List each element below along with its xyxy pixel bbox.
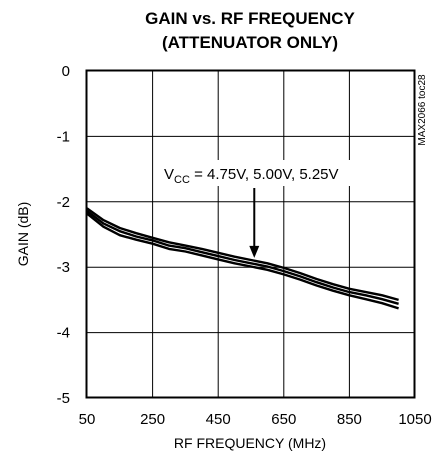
y-tick-label: -5 <box>57 390 70 407</box>
series-line-1 <box>86 207 399 302</box>
annotation-prefix: V <box>164 166 174 183</box>
y-tick-label: -1 <box>57 128 70 145</box>
x-tick-label: 1050 <box>398 411 431 428</box>
x-tick-label: 50 <box>79 411 96 428</box>
y-axis-label: GAIN (dB) <box>15 202 31 267</box>
series-line-2 <box>86 210 399 305</box>
chart-title-line-1: GAIN vs. RF FREQUENCY <box>145 9 355 28</box>
x-axis-label: RF FREQUENCY (MHz) <box>174 435 326 451</box>
vcc-annotation: VCC = 4.75V, 5.00V, 5.25V <box>160 160 372 258</box>
y-tick-label: -3 <box>57 259 70 276</box>
figure-id-label: MAX2066 toc28 <box>417 74 428 146</box>
y-tick-labels: 0 -1 -2 -3 -4 -5 <box>57 63 70 407</box>
annotation-values: = 4.75V, 5.00V, 5.25V <box>190 166 339 183</box>
y-tick-label: -4 <box>57 325 70 342</box>
annotation-subscript: CC <box>174 174 190 186</box>
y-tick-label: -2 <box>57 194 70 211</box>
annotation-text: VCC = 4.75V, 5.00V, 5.25V <box>164 166 339 186</box>
x-tick-label: 850 <box>337 411 362 428</box>
chart-title-line-2: (ATTENUATOR ONLY) <box>162 33 338 52</box>
x-tick-label: 250 <box>140 411 165 428</box>
series-group <box>86 207 399 310</box>
annotation-background <box>160 160 372 186</box>
annotation-arrow-head <box>249 245 260 258</box>
x-tick-labels: 50 250 450 650 850 1050 <box>79 411 432 428</box>
x-tick-label: 450 <box>206 411 231 428</box>
plot-frame <box>85 69 416 399</box>
series-line-3 <box>86 212 399 310</box>
grid <box>87 71 415 398</box>
y-tick-label: 0 <box>62 63 70 80</box>
x-tick-label: 650 <box>271 411 296 428</box>
